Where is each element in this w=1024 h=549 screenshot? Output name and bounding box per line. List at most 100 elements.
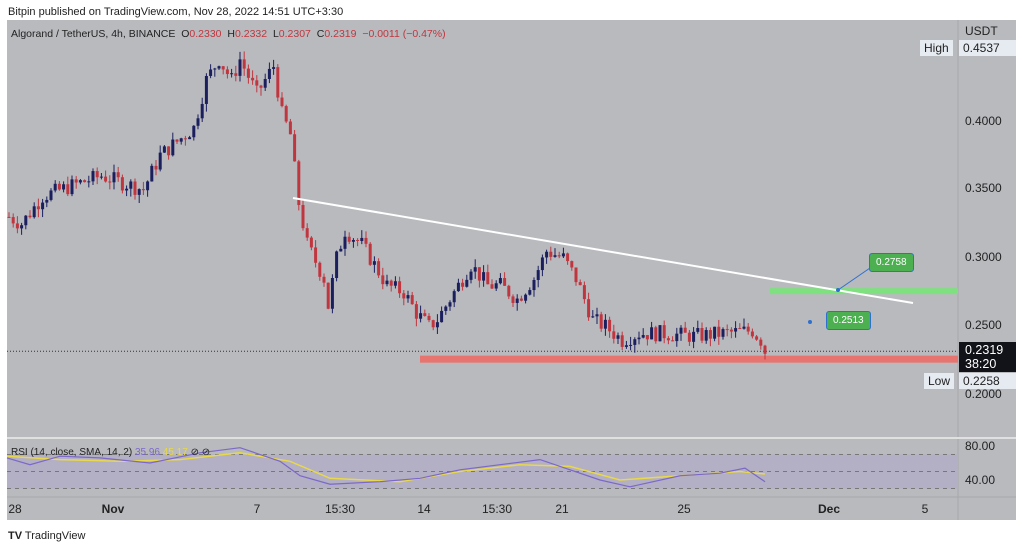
candle-body	[238, 59, 242, 76]
candle-body	[498, 278, 502, 284]
candle-body	[297, 161, 301, 206]
candle-body	[356, 239, 360, 242]
candle-body	[49, 190, 53, 200]
candle-body	[692, 331, 696, 342]
candle-body	[263, 78, 267, 88]
high-value: 0.2332	[234, 28, 268, 40]
candle-body	[288, 121, 292, 135]
low-label: L	[272, 28, 279, 40]
last-price-tag: 0.2319 38:20	[959, 342, 1016, 372]
candle-body	[293, 134, 297, 162]
time-tick: 28	[8, 502, 22, 516]
candle-body	[616, 335, 620, 339]
candle-body	[461, 282, 465, 287]
candle-body	[162, 146, 166, 153]
note-anchor	[836, 288, 840, 292]
candle-body	[440, 310, 444, 323]
candle-body	[469, 271, 473, 280]
candle-body	[746, 326, 750, 332]
candle-body	[629, 344, 633, 346]
candle-body	[515, 298, 519, 303]
candle-body	[721, 329, 725, 337]
candle-body	[377, 261, 381, 276]
candle-body	[456, 282, 460, 292]
candle-body	[389, 280, 393, 286]
candle-body	[234, 73, 238, 76]
candle-body	[532, 279, 536, 291]
candle-body	[662, 325, 666, 339]
candle-body	[473, 267, 477, 272]
candle-body	[175, 139, 179, 142]
candle-body	[658, 325, 662, 342]
candle-body	[7, 216, 11, 218]
tradingview-logo[interactable]: TV TradingView	[8, 530, 85, 542]
candle-body	[566, 253, 570, 262]
candle-body	[305, 228, 309, 238]
candle-body	[591, 316, 595, 318]
candle-body	[284, 106, 288, 122]
last-price: 0.2319	[965, 343, 1004, 357]
candle-body	[196, 118, 200, 126]
candle-body	[301, 205, 305, 229]
candle-body	[406, 295, 410, 299]
target-note[interactable]: 0.2758	[869, 253, 914, 272]
candle-body	[272, 67, 276, 69]
candle-body	[507, 285, 511, 297]
candle-body	[213, 68, 217, 70]
candle-body	[608, 319, 612, 332]
open-value: 0.2330	[189, 28, 222, 40]
candle-body	[137, 189, 141, 195]
candle-body	[104, 176, 108, 182]
candle-body	[444, 306, 448, 311]
candle-body	[561, 253, 565, 257]
candle-body	[335, 251, 339, 279]
chart-frame[interactable]	[7, 20, 1016, 520]
time-tick: Dec	[817, 502, 841, 516]
time-tick: 15:30	[481, 502, 513, 516]
candle-body	[687, 332, 691, 342]
candle-body	[452, 291, 456, 303]
candle-body	[587, 299, 591, 318]
change-value: −0.0011 (−0.47%)	[362, 28, 446, 40]
candle-body	[74, 179, 78, 183]
close-label: C	[316, 28, 325, 40]
bar-countdown: 38:20	[965, 357, 997, 371]
mid-note[interactable]: 0.2513	[826, 311, 871, 330]
candle-body	[192, 125, 196, 138]
candle-body	[574, 267, 578, 283]
time-tick: 21	[555, 502, 569, 516]
candle-body	[116, 172, 120, 178]
candle-body	[738, 328, 742, 330]
candle-body	[83, 180, 87, 183]
candle-body	[578, 282, 582, 286]
candle-body	[20, 225, 24, 229]
candle-body	[141, 189, 145, 191]
candle-body	[536, 270, 540, 280]
candle-body	[465, 279, 469, 287]
candle-body	[230, 73, 234, 75]
candle-body	[624, 345, 628, 347]
symbol-name: Algorand / TetherUS, 4h, BINANCE	[11, 28, 176, 40]
candle-body	[280, 97, 284, 107]
candle-body	[708, 330, 712, 339]
hidden-icon[interactable]: ⊘ ⊘	[190, 447, 211, 458]
candle-body	[45, 199, 49, 203]
candle-body	[393, 281, 397, 286]
trendline	[292, 197, 914, 304]
candle-body	[486, 272, 490, 285]
candle-body	[204, 75, 208, 104]
note-anchor	[808, 320, 812, 324]
candle-body	[62, 184, 66, 190]
candle-body	[477, 267, 481, 281]
currency-label: USDT	[965, 24, 998, 38]
time-tick: Nov	[101, 502, 125, 516]
candle-body	[675, 333, 679, 342]
candle-body	[557, 255, 561, 257]
candle-body	[171, 139, 175, 156]
rsi-line	[6, 447, 766, 488]
candle-body	[595, 314, 599, 317]
close-value: 0.2319	[324, 28, 357, 40]
candle-body	[410, 295, 414, 305]
candle-body	[36, 206, 40, 210]
